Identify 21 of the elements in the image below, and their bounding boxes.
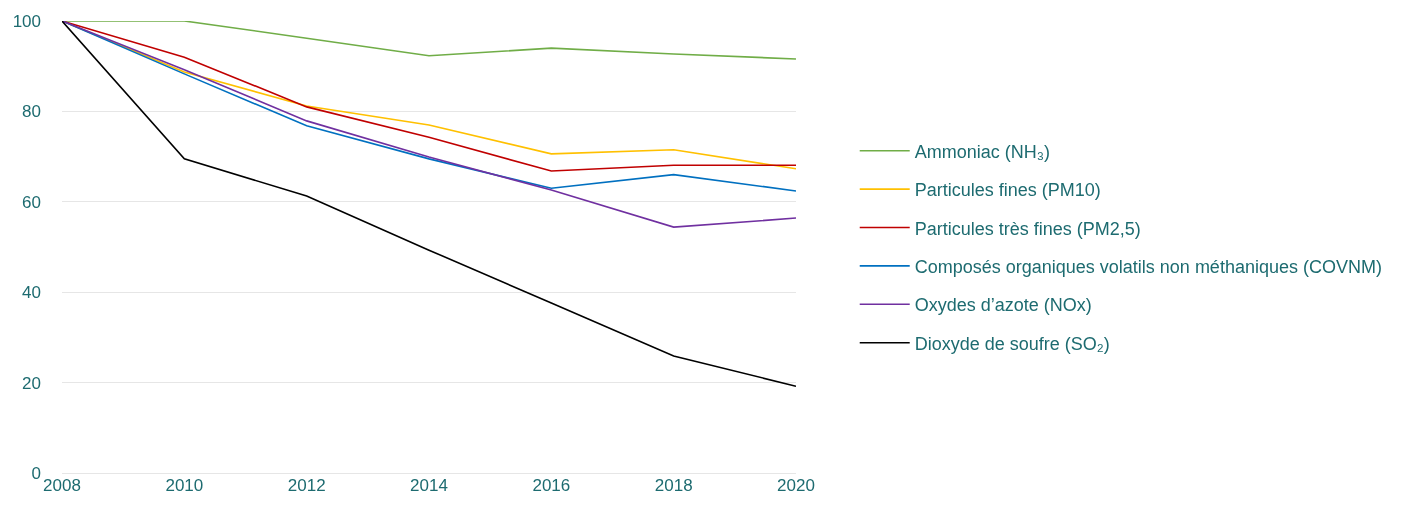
x-tick-label: 2012	[287, 476, 326, 495]
legend-label: Particules très fines (PM2,5)	[914, 218, 1141, 239]
y-tick-label: 100	[12, 11, 41, 31]
x-tick-label: 2018	[654, 476, 693, 495]
legend-label: Dioxyde de soufre (SO₂)	[914, 333, 1110, 354]
y-tick-label: 40	[22, 283, 41, 303]
x-tick-label: 2020	[777, 476, 815, 495]
legend-label: Composés organiques volatils non méthaniques (COVNM)	[914, 256, 1382, 277]
legend-label: Particules fines (PM10)	[914, 180, 1101, 201]
y-tick-label: 60	[22, 192, 41, 212]
y-tick-label: 80	[22, 102, 41, 122]
y-tick-label: 0	[31, 463, 41, 483]
legend-label: Oxydes d’azote (NOx)	[914, 295, 1092, 316]
x-tick-label: 2010	[165, 476, 204, 495]
legend-label: Ammoniac (NH₃)	[914, 141, 1051, 162]
line-series	[62, 21, 796, 388]
y-tick-label: 20	[22, 373, 41, 393]
line-series	[62, 21, 796, 228]
x-tick-label: 2008	[43, 476, 81, 495]
x-tick-label: 2014	[410, 476, 448, 495]
x-tick-label: 2016	[532, 476, 571, 495]
